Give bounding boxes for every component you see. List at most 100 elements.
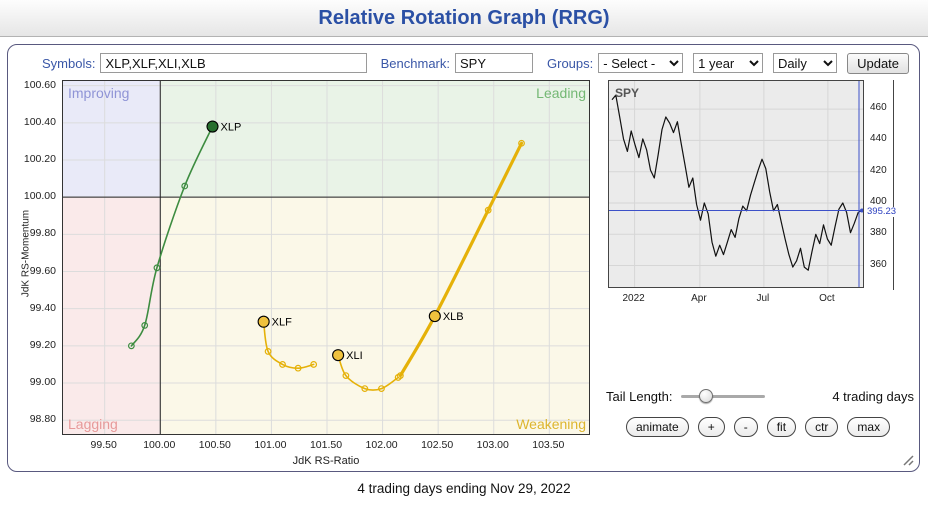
groups-label: Groups:	[547, 55, 594, 71]
rrg-tail-XLB	[398, 141, 524, 378]
rrg-tail-point-XLP	[141, 322, 149, 329]
spy-ytick-label: 440	[870, 133, 887, 145]
footer-caption: 4 trading days ending Nov 29, 2022	[357, 481, 571, 496]
rrg-xtick-label: 103.00	[476, 439, 509, 451]
rrg-marker-XLF[interactable]	[257, 315, 270, 328]
rrg-xtick-label: 101.50	[309, 439, 343, 451]
rrg-tail-point-XLP	[153, 264, 161, 272]
header: Relative Rotation Graph (RRG)	[0, 0, 928, 37]
period-select[interactable]: 1 year	[693, 53, 763, 73]
benchmark-input[interactable]	[455, 53, 533, 73]
rrg-marker-XLI[interactable]	[332, 349, 345, 362]
rrg-marker-XLP[interactable]	[206, 120, 219, 133]
rrg-chart: Improving Leading Lagging Weakening XLP XLF XL…	[16, 78, 606, 470]
update-button[interactable]: Update	[847, 52, 910, 74]
rrg-tail-point-XLF	[279, 361, 286, 368]
rrg-tail-point-XLF	[294, 364, 302, 372]
rrg-xtick-label: 103.50	[532, 439, 565, 451]
toolbar: Symbols: Benchmark: Groups: - Select - 1…	[18, 52, 910, 74]
quadrant-lagging	[63, 197, 161, 434]
rrg-marker-label-XLI: XLI	[346, 350, 363, 362]
center-button[interactable]: ctr	[805, 417, 839, 437]
rrg-xtick-label: 102.00	[365, 439, 398, 451]
rrg-ytick-label: 99.20	[29, 338, 56, 351]
resize-grip-icon[interactable]	[901, 453, 914, 466]
groups-select[interactable]: - Select -	[598, 53, 684, 73]
rrg-x-axis: 99.50 100.00 100.50 101.00 101.50 102.00 102.5…	[62, 440, 592, 453]
rrg-tail-point-XLF	[264, 348, 272, 355]
rrg-marker-label-XLP: XLP	[221, 122, 242, 134]
rrg-tail-XLF	[262, 320, 315, 370]
spy-ytick-label: 360	[870, 258, 887, 270]
zoom-in-button[interactable]: +	[697, 417, 725, 437]
rrg-tail-point-XLB	[518, 139, 525, 147]
spy-x-axis: 2022 Apr Jul Oct	[608, 293, 866, 306]
spy-ytick-label: 420	[870, 164, 887, 176]
spy-title: SPY	[615, 86, 639, 100]
spy-xtick-label: Jul	[756, 293, 770, 304]
spy-ytick-label: 400	[870, 195, 887, 207]
maximize-button[interactable]: max	[847, 417, 891, 437]
rrg-xtick-label: 101.00	[254, 439, 287, 451]
chart-buttons: animate + - fit ctr max	[626, 417, 914, 437]
rrg-xtick-label: 100.00	[143, 439, 176, 451]
rrg-tail-point-XLB	[396, 372, 404, 379]
zoom-out-button[interactable]: -	[733, 417, 758, 437]
quadrant-label-improving: Improving	[68, 85, 129, 101]
rrg-tail-point-XLI	[361, 385, 369, 393]
animate-button[interactable]: animate	[626, 417, 689, 437]
page-title: Relative Rotation Graph (RRG)	[318, 7, 610, 29]
symbols-label: Symbols:	[42, 55, 96, 71]
rrg-tail-point-XLI	[342, 372, 350, 379]
spy-y-axis: 460 440 420 400 380 360 395.23	[866, 80, 897, 290]
rrg-xtick-label: 100.50	[198, 439, 231, 451]
rrg-marker-label-XLB: XLB	[443, 311, 464, 323]
rrg-ytick-label: 98.80	[29, 413, 56, 426]
benchmark-label: Benchmark:	[380, 55, 450, 71]
rrg-x-axis-title: JdK RS-Ratio	[292, 455, 360, 467]
quadrant-weakening	[160, 197, 589, 434]
rrg-tail-XLI	[337, 354, 399, 391]
rrg-tail-point-XLB	[484, 206, 492, 214]
spy-plot[interactable]: SPY	[608, 80, 864, 288]
rrg-tail-XLP	[130, 125, 214, 347]
tail-length-slider[interactable]	[680, 388, 765, 404]
spy-xtick-label: 2022	[622, 293, 645, 304]
spy-xtick-label: Oct	[819, 293, 835, 304]
slider-track[interactable]	[680, 395, 765, 398]
rrg-tail-point-XLP	[127, 342, 135, 350]
rrg-ytick-label: 99.40	[29, 301, 56, 314]
rrg-xtick-label: 102.50	[421, 439, 454, 451]
rrg-ytick-label: 99.80	[29, 227, 56, 240]
symbols-input[interactable]	[100, 53, 367, 73]
spy-last-price-dot	[860, 208, 863, 213]
rrg-marker-label-XLF: XLF	[272, 317, 292, 329]
rrg-tail-point-XLI	[378, 385, 385, 393]
rrg-marker-XLB[interactable]	[428, 310, 441, 323]
rrg-ytick-label: 99.00	[29, 376, 56, 389]
rrg-ytick-label: 100.60	[23, 78, 56, 91]
frequency-select[interactable]: Daily	[772, 53, 838, 73]
spy-last-price-label: 395.23	[867, 206, 897, 218]
rrg-y-axis: 100.60 100.40 100.20 100.00 99.80 99.60 99.40 9…	[16, 78, 58, 437]
rrg-ytick-label: 100.40	[23, 115, 56, 128]
rrg-xtick-label: 99.50	[90, 439, 117, 451]
quadrant-label-lagging: Lagging	[68, 416, 118, 432]
main-panel: Symbols: Benchmark: Groups: - Select - 1…	[7, 44, 920, 472]
spy-xtick-label: Apr	[691, 293, 707, 304]
rrg-y-axis-title: JdK RS-Momentum	[20, 209, 32, 298]
quadrant-improving	[63, 81, 161, 198]
rrg-plot[interactable]: Improving Leading Lagging Weakening XLP XLF XL…	[62, 80, 590, 435]
spy-ytick-label: 380	[870, 227, 887, 239]
quadrant-label-leading: Leading	[536, 85, 586, 101]
fit-button[interactable]: fit	[766, 417, 797, 437]
benchmark-chart: SPY 460 440 420 400 380 360 395.23 2022 Apr Jul O…	[608, 78, 908, 318]
tail-length-value: 4 trading days	[832, 388, 914, 404]
tail-length-label: Tail Length:	[606, 388, 673, 404]
slider-thumb-handle[interactable]	[698, 389, 713, 403]
quadrant-label-weakening: Weakening	[516, 416, 586, 432]
quadrant-leading	[160, 81, 589, 198]
rrg-tail-point-XLF	[310, 361, 318, 368]
spy-ytick-label: 460	[870, 102, 887, 114]
